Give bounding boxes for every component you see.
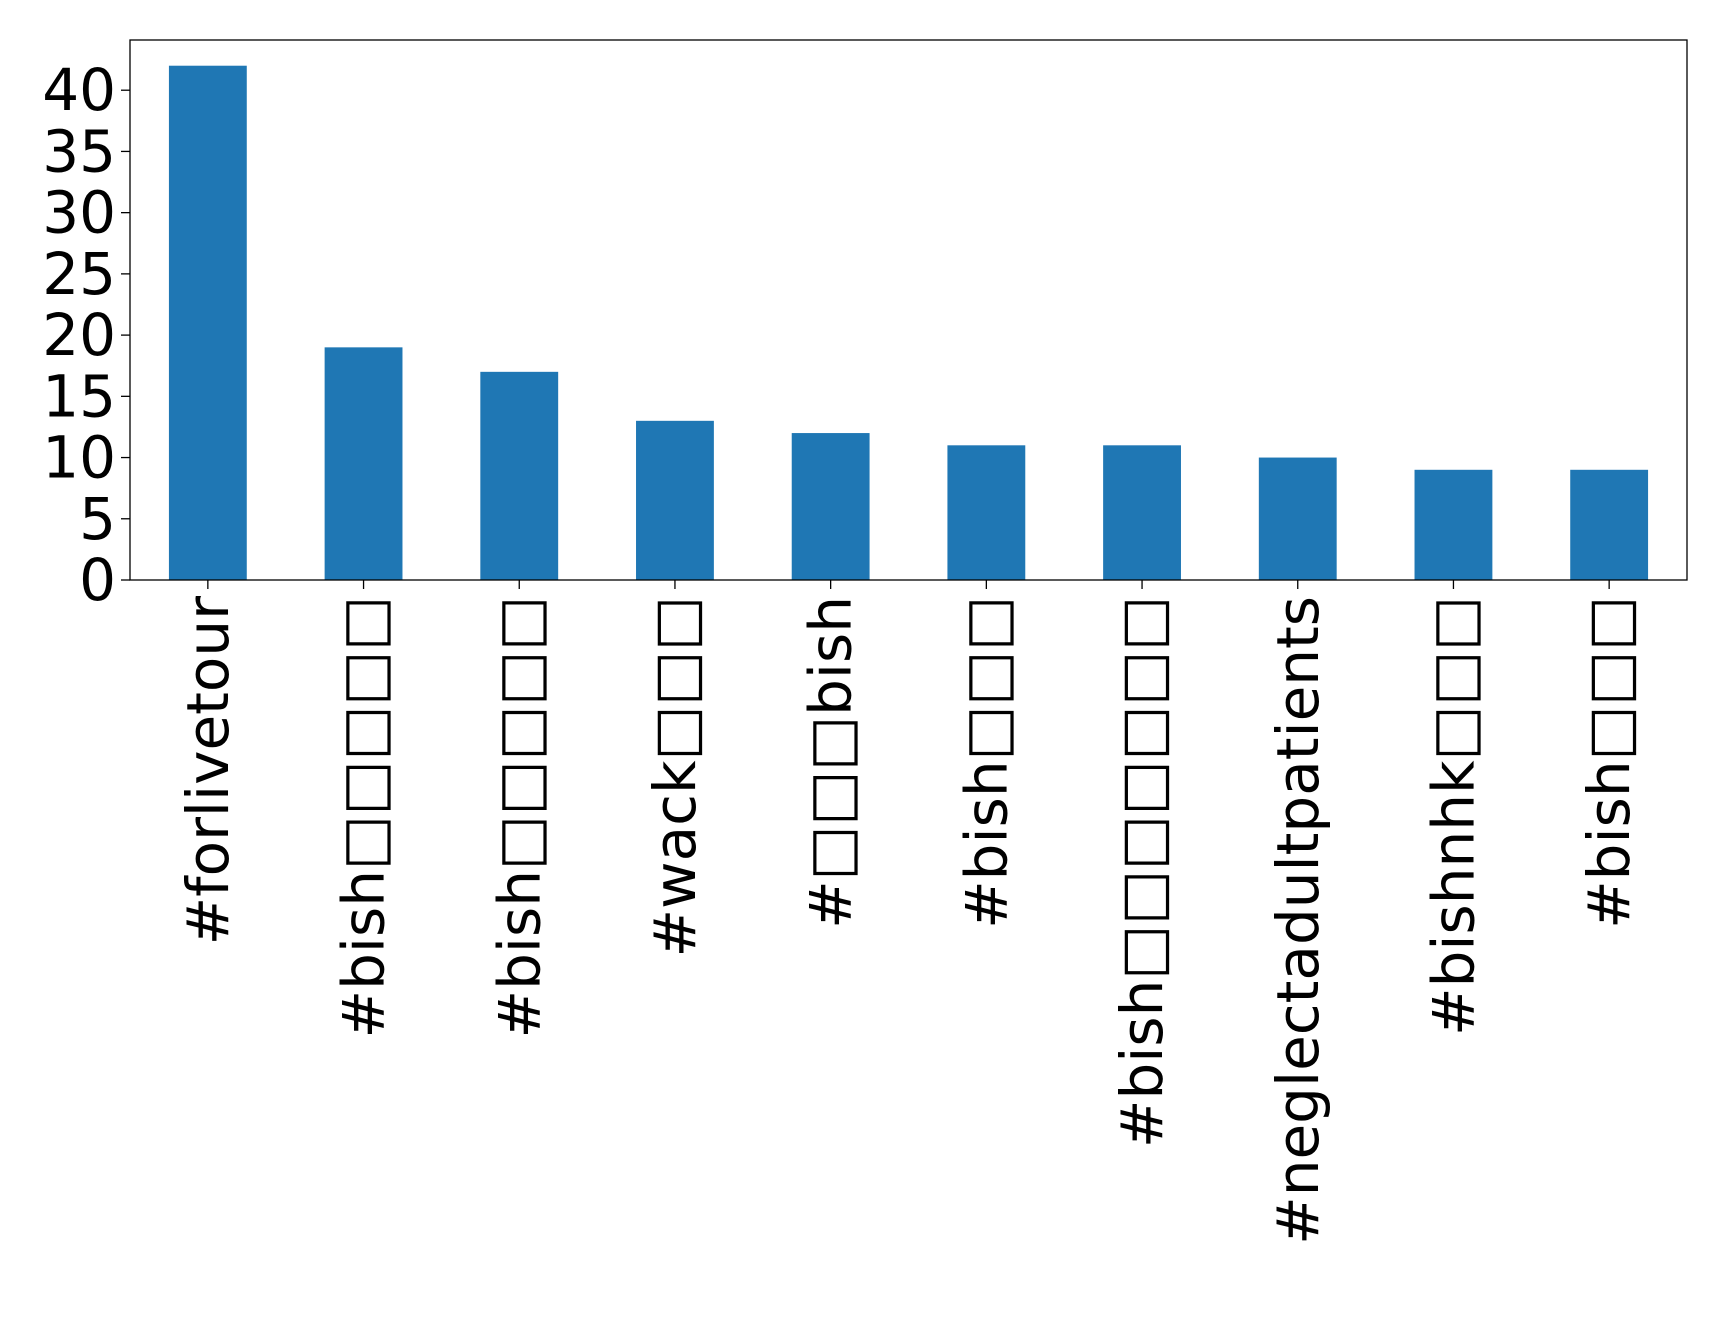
x-tick-label: #bish□□□	[952, 596, 1020, 929]
x-tick-label: #bish□□□	[1575, 596, 1643, 929]
x-tick-label: #wack□□□	[641, 596, 709, 957]
x-tick-label: #forlivetour	[174, 596, 242, 946]
y-tick-label: 25	[42, 240, 116, 308]
y-tick-label: 15	[42, 362, 116, 430]
x-tick-label: #bish□□□□□	[485, 596, 553, 1039]
bar	[1570, 469, 1649, 580]
y-tick-label: 5	[79, 485, 116, 553]
bar	[791, 433, 870, 580]
y-tick-label: 40	[42, 56, 116, 124]
bar	[324, 347, 403, 580]
bar	[1258, 457, 1337, 580]
plot-frame	[129, 39, 1688, 581]
x-axis: #forlivetour #bish□□□□□ #bish□□□□□ #wack□□□…	[174, 580, 1643, 1245]
bar	[1103, 445, 1181, 580]
y-tick-label: 20	[42, 301, 116, 369]
y-tick-label: 10	[42, 424, 116, 492]
y-tick-label: 35	[42, 117, 116, 185]
x-tick-label: #bish□□□□□□□	[1108, 596, 1176, 1148]
bar	[1414, 469, 1493, 580]
bar	[168, 65, 247, 580]
bar	[636, 420, 714, 580]
x-tick-label: #bishnhk□□□	[1419, 596, 1487, 1036]
bars-layer	[168, 65, 1649, 580]
y-tick-label: 0	[79, 546, 116, 614]
bar	[947, 445, 1026, 580]
x-tick-label: #neglectadultpatients	[1264, 596, 1332, 1245]
x-tick-label: #bish□□□□□	[330, 596, 398, 1039]
y-tick-label: 30	[42, 179, 116, 247]
bar	[480, 371, 559, 580]
x-tick-label: #□□□bish	[797, 596, 865, 929]
